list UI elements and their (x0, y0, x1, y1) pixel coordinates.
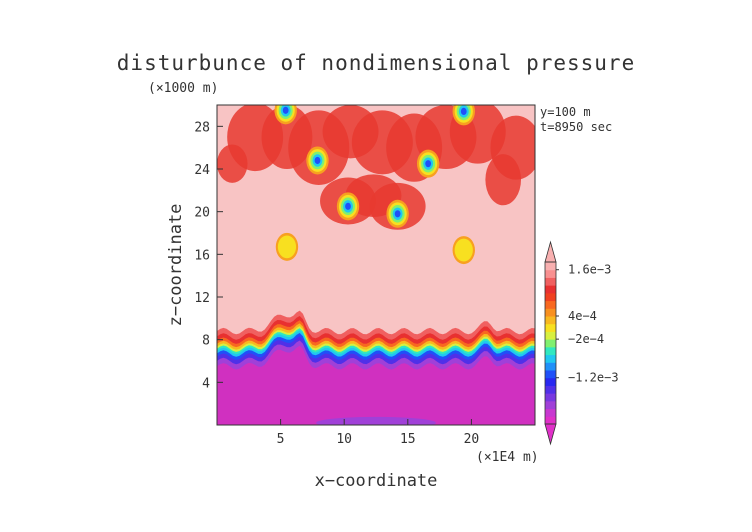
colorbar-segment-15 (545, 300, 556, 309)
colorbar-segment-16 (545, 292, 556, 302)
colorbar-segment-19 (545, 269, 556, 278)
colorbar-segment-4 (545, 385, 556, 394)
colorbar-segment-7 (545, 362, 556, 371)
pressure-high-0 (274, 105, 297, 125)
x-tick-label-5: 5 (277, 432, 285, 447)
colorbar-ticks: 1.6e−3 4e−4 −2e−4 −1.2e−3 (556, 263, 619, 385)
chart-title: disturbunce of nondimensional pressure (117, 51, 635, 75)
colorbar-segment-17 (545, 285, 556, 294)
colorbar (544, 240, 557, 446)
colorbar-segment-1 (545, 408, 556, 417)
pressure-high-5 (452, 105, 475, 126)
pressure-highs (274, 105, 475, 265)
colorbar-tick-label-1: 4e−4 (568, 309, 597, 323)
y-tick-label-24: 24 (194, 163, 210, 178)
pressure-high-1 (306, 146, 329, 175)
colorbar-tick-label-3: −1.2e−3 (568, 371, 619, 385)
x-unit-label: (×1E4 m) (476, 450, 539, 465)
annotation-y: y=100 m (540, 105, 591, 119)
colorbar-segment-0 (545, 416, 556, 425)
colorbar-segment-10 (545, 339, 556, 348)
colorbar-segment-20 (545, 262, 556, 271)
colorbar-segment-2 (545, 400, 556, 410)
colorbar-segment-12 (545, 323, 556, 332)
pressure-high-6 (275, 232, 299, 261)
colorbar-bottom-arrow (544, 423, 557, 446)
y-tick-label-16: 16 (194, 248, 210, 263)
plot-area (217, 105, 535, 425)
plot-frame (216, 104, 536, 426)
lower-layer (217, 310, 535, 425)
y-tick-label-12: 12 (194, 291, 210, 306)
colorbar-segment-9 (545, 346, 556, 356)
pressure-high-4 (416, 149, 440, 178)
y-tick-label-8: 8 (202, 334, 210, 349)
colorbar-top-arrow (544, 240, 557, 263)
colorbar-tick-label-2: −2e−4 (568, 332, 604, 346)
x-tick-label-10: 10 (336, 432, 352, 447)
disturbance-blob-12 (217, 144, 248, 183)
pressure-high-2 (336, 192, 360, 221)
y-axis-label: z−coordinate (166, 204, 186, 327)
y-tick-label-20: 20 (194, 206, 210, 221)
pressure-high-3 (386, 199, 409, 228)
bottom-low (316, 416, 436, 425)
x-axis-ticks: 5 10 15 20 (277, 419, 480, 447)
colorbar-segment-3 (545, 393, 556, 402)
colorbar-segment-8 (545, 354, 556, 363)
colorbar-segment-11 (545, 331, 556, 340)
x-tick-label-15: 15 (400, 432, 416, 447)
x-axis-label: x−coordinate (315, 471, 438, 491)
y-unit-label: (×1000 m) (148, 81, 218, 96)
x-tick-label-20: 20 (464, 432, 480, 447)
disturbance-blob-13 (485, 154, 522, 206)
colorbar-tick-label-0: 1.6e−3 (568, 263, 611, 277)
y-tick-label-28: 28 (194, 120, 210, 135)
colorbar-segment-14 (545, 308, 556, 317)
y-tick-label-4: 4 (202, 376, 210, 391)
pressure-high-7 (452, 236, 475, 265)
colorbar-frame (544, 261, 557, 425)
lower-band-10 (217, 345, 535, 425)
colorbar-segment-6 (545, 370, 556, 379)
colorbar-segment-13 (545, 316, 556, 325)
colorbar-segment-18 (545, 277, 556, 286)
colorbar-segment-5 (545, 377, 556, 386)
y-axis-ticks: 4 8 12 16 20 24 28 (194, 120, 223, 391)
annotation-t: t=8950 sec (540, 120, 612, 134)
